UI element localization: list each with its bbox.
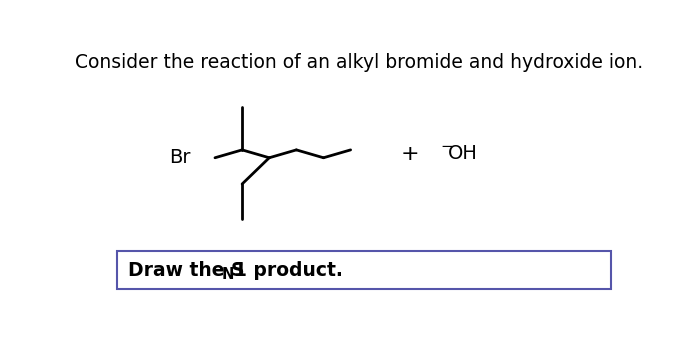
Text: N: N	[222, 267, 235, 282]
Text: OH: OH	[448, 144, 478, 163]
Text: +: +	[401, 144, 419, 164]
Text: Consider the reaction of an alkyl bromide and hydroxide ion.: Consider the reaction of an alkyl bromid…	[75, 53, 643, 72]
Text: Br: Br	[169, 148, 190, 167]
FancyBboxPatch shape	[118, 251, 611, 289]
Text: −: −	[440, 139, 453, 154]
Text: 1 product.: 1 product.	[234, 261, 343, 280]
Text: Draw the S: Draw the S	[128, 261, 245, 280]
